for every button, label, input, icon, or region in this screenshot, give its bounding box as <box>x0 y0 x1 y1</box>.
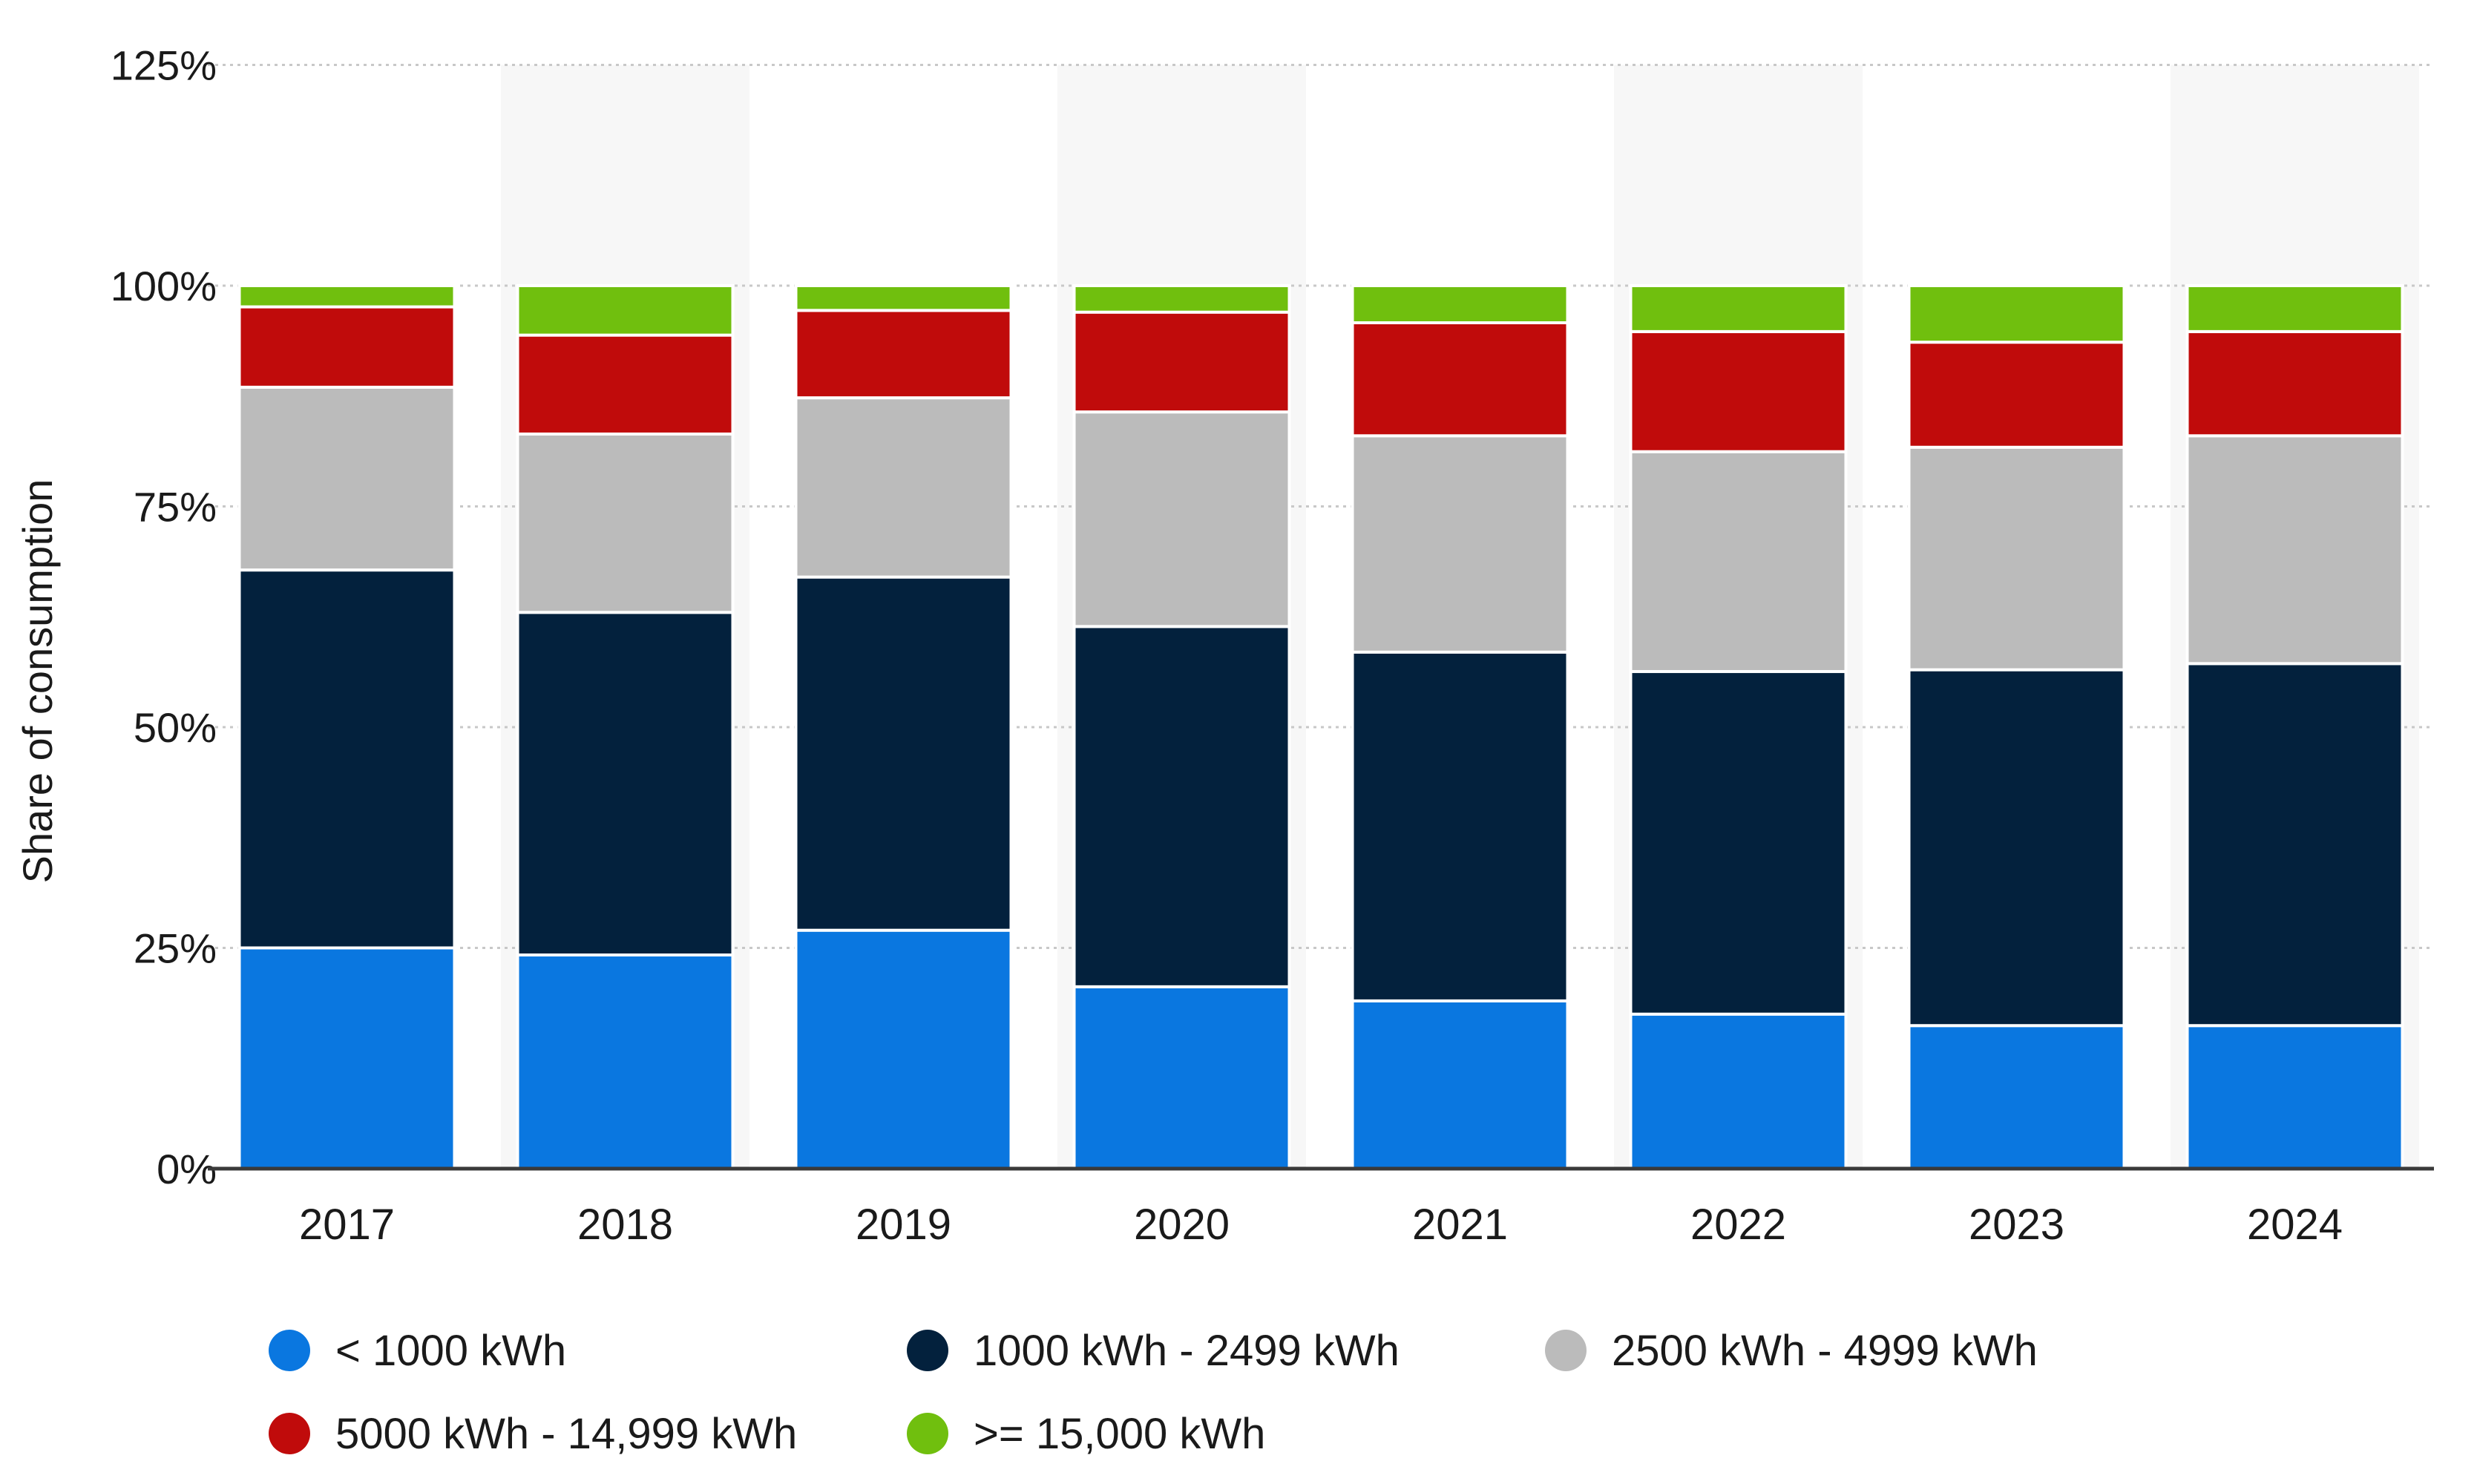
y-tick-label: 100% <box>111 263 217 309</box>
bar-segment-2020-series-2[interactable] <box>1072 625 1291 988</box>
legend-swatch-5 <box>907 1413 948 1454</box>
bar-segment-2018-series-5[interactable] <box>516 284 735 337</box>
legend-item-3[interactable]: 2500 kWh - 4999 kWh <box>1545 1327 2038 1375</box>
legend-label-4: 5000 kWh - 14,999 kWh <box>335 1410 797 1458</box>
bar-segment-2021-series-3[interactable] <box>1351 434 1569 654</box>
bar-segment-2019-series-4[interactable] <box>794 309 1013 400</box>
legend-swatch-2 <box>907 1330 948 1371</box>
y-tick-label: 25% <box>134 925 217 972</box>
legend-label-5: >= 15,000 kWh <box>974 1410 1265 1458</box>
y-tick-label: 50% <box>134 704 217 751</box>
bars <box>237 284 2404 1171</box>
bar-segment-2020-series-4[interactable] <box>1072 310 1291 414</box>
x-tick-label-2018: 2018 <box>577 1201 673 1249</box>
bar-segment-2019-series-1[interactable] <box>794 928 1013 1170</box>
bar-segment-2018-series-4[interactable] <box>516 333 735 436</box>
bar-segment-2019-series-2[interactable] <box>794 575 1013 932</box>
bar-segment-2017-series-2[interactable] <box>237 568 456 950</box>
x-axis-ticks: 2017 2018 2019 2020 2021 2022 2023 2024 <box>299 1201 2343 1249</box>
bar-segment-2023-series-3[interactable] <box>1907 445 2126 672</box>
legend-item-5[interactable]: >= 15,000 kWh <box>907 1410 1265 1458</box>
bar-segment-2017-series-3[interactable] <box>237 385 456 572</box>
legend-item-1[interactable]: < 1000 kWh <box>269 1327 566 1375</box>
legend-item-2[interactable]: 1000 kWh - 2499 kWh <box>907 1327 1400 1375</box>
legend-item-4[interactable]: 5000 kWh - 14,999 kWh <box>269 1410 797 1458</box>
bar-segment-2023-series-5[interactable] <box>1907 284 2126 344</box>
legend-swatch-4 <box>269 1413 310 1454</box>
bar-segment-2018-series-3[interactable] <box>516 432 735 614</box>
x-tick-label-2020: 2020 <box>1134 1201 1230 1249</box>
x-tick-label-2017: 2017 <box>299 1201 395 1249</box>
bar-segment-2020-series-3[interactable] <box>1072 410 1291 628</box>
bar-segment-2022-series-5[interactable] <box>1629 284 1848 333</box>
y-tick-label: 75% <box>134 484 217 531</box>
bar-segment-2022-series-4[interactable] <box>1629 329 1848 453</box>
bar-segment-2021-series-1[interactable] <box>1351 999 1569 1171</box>
bar-segment-2022-series-1[interactable] <box>1629 1012 1848 1170</box>
x-tick-label-2022: 2022 <box>1690 1201 1786 1249</box>
bar-segment-2024-series-2[interactable] <box>2185 662 2404 1028</box>
bar-segment-2018-series-1[interactable] <box>516 953 735 1171</box>
bar-segment-2023-series-4[interactable] <box>1907 341 2126 449</box>
bar-segment-2020-series-1[interactable] <box>1072 985 1291 1170</box>
legend-swatch-1 <box>269 1330 310 1371</box>
bar-segment-2021-series-2[interactable] <box>1351 650 1569 1002</box>
bar-segment-2021-series-5[interactable] <box>1351 284 1569 324</box>
legend: < 1000 kWh 1000 kWh - 2499 kWh 2500 kWh - … <box>269 1327 2038 1458</box>
legend-label-3: 2500 kWh - 4999 kWh <box>1612 1327 2038 1375</box>
y-tick-label: 125% <box>111 42 217 89</box>
legend-swatch-3 <box>1545 1330 1587 1371</box>
bar-segment-2019-series-5[interactable] <box>794 284 1013 312</box>
bar-segment-2019-series-3[interactable] <box>794 396 1013 579</box>
bar-segment-2022-series-3[interactable] <box>1629 450 1848 674</box>
legend-label-1: < 1000 kWh <box>335 1327 566 1375</box>
bar-segment-2024-series-4[interactable] <box>2185 329 2404 438</box>
bar-segment-2017-series-4[interactable] <box>237 305 456 389</box>
x-tick-label-2021: 2021 <box>1412 1201 1508 1249</box>
bar-segment-2017-series-5[interactable] <box>237 284 456 309</box>
bar-segment-2024-series-1[interactable] <box>2185 1024 2404 1170</box>
x-tick-label-2019: 2019 <box>856 1201 951 1249</box>
bar-segment-2021-series-4[interactable] <box>1351 321 1569 438</box>
bar-segment-2022-series-2[interactable] <box>1629 670 1848 1016</box>
legend-label-2: 1000 kWh - 2499 kWh <box>974 1327 1400 1375</box>
bar-segment-2018-series-2[interactable] <box>516 611 735 957</box>
bar-segment-2017-series-1[interactable] <box>237 946 456 1170</box>
y-axis-ticks: 0% 25% 50% 75% 100% 125% <box>111 42 217 1193</box>
bar-segment-2023-series-1[interactable] <box>1907 1024 2126 1170</box>
y-tick-label: 0% <box>157 1146 217 1192</box>
x-tick-label-2023: 2023 <box>1969 1201 2064 1249</box>
x-tick-label-2024: 2024 <box>2247 1201 2343 1249</box>
bar-segment-2024-series-5[interactable] <box>2185 284 2404 333</box>
y-axis-title: Share of consumption <box>14 479 61 884</box>
bar-segment-2024-series-3[interactable] <box>2185 434 2404 666</box>
bar-segment-2023-series-2[interactable] <box>1907 668 2126 1028</box>
bar-segment-2020-series-5[interactable] <box>1072 284 1291 314</box>
